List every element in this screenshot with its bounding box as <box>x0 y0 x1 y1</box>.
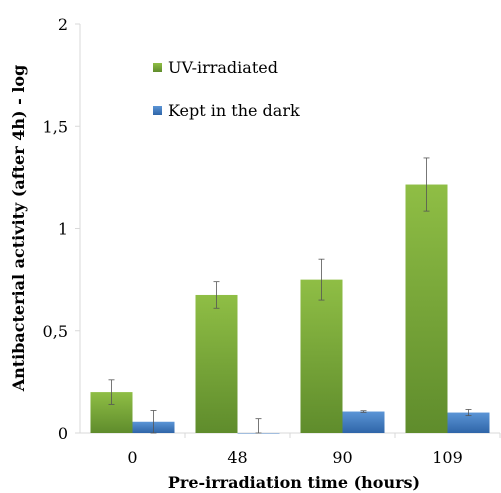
x-tick-label: 109 <box>432 448 463 467</box>
y-tick-label: 2 <box>58 15 68 34</box>
error-bars <box>108 157 472 434</box>
bar-uv-irradiated-48 <box>195 294 238 433</box>
y-tick-label: 0 <box>58 424 68 443</box>
bar-uv-irradiated-90 <box>300 279 343 433</box>
legend-swatch-uv-irradiated <box>153 63 162 72</box>
bar-kept-in-dark-109 <box>447 412 490 433</box>
x-axis-title: Pre-irradiation time (hours) <box>168 473 420 492</box>
bar-kept-in-dark-90 <box>342 411 385 433</box>
y-tick-label: 0,5 <box>43 322 68 341</box>
y-axis: 0 0,5 1 1,5 2 <box>43 15 81 443</box>
legend: UV-irradiated Kept in the dark <box>153 58 300 120</box>
bars <box>90 184 490 434</box>
legend-label-kept-in-dark: Kept in the dark <box>168 101 300 120</box>
x-axis: 0 48 90 109 <box>80 432 501 467</box>
legend-swatch-kept-in-dark <box>153 106 162 115</box>
y-tick-label: 1,5 <box>43 117 68 136</box>
x-tick-label: 90 <box>332 448 352 467</box>
y-axis-title: Antibacterial activity (after 4h) - log <box>9 65 28 393</box>
x-tick-label: 0 <box>127 448 137 467</box>
legend-label-uv-irradiated: UV-irradiated <box>168 58 278 77</box>
x-tick-label: 48 <box>227 448 247 467</box>
bar-uv-irradiated-109 <box>405 184 448 433</box>
y-tick-label: 1 <box>58 220 68 239</box>
